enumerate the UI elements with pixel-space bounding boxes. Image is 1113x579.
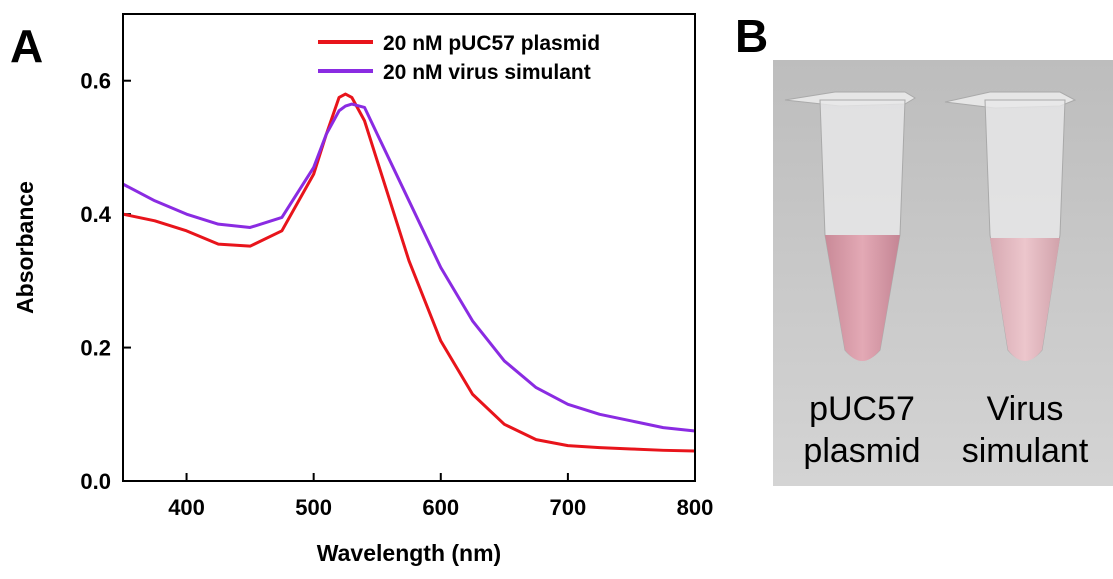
x-tick-label: 500 [295, 495, 332, 520]
y-axis-title: Absorbance [12, 181, 38, 314]
x-tick-label: 400 [168, 495, 205, 520]
tube-label: simulant [962, 432, 1089, 470]
tube [944, 91, 1077, 361]
tube-label: Virus [987, 390, 1064, 428]
plot-frame [122, 13, 696, 482]
y-tick-label: 0.4 [80, 202, 111, 227]
x-tick-label: 700 [550, 495, 587, 520]
legend-label: 20 nM pUC57 plasmid [383, 32, 600, 55]
tube-label: pUC57 [809, 390, 915, 428]
x-axis-title: Wavelength (nm) [317, 540, 501, 566]
panel-label: A [10, 20, 43, 72]
y-tick-label: 0.6 [80, 69, 111, 94]
tube [784, 91, 916, 361]
x-tick-label: 600 [422, 495, 459, 520]
legend-label: 20 nM virus simulant [383, 61, 591, 84]
tube-label: plasmid [803, 432, 920, 470]
data-line [122, 92, 696, 453]
y-tick-label: 0.2 [80, 336, 111, 361]
photo-panel [773, 60, 1113, 486]
panel-label: B [735, 10, 768, 62]
x-tick-label: 800 [677, 495, 714, 520]
data-line [122, 102, 696, 433]
y-tick-label: 0.0 [80, 469, 111, 494]
